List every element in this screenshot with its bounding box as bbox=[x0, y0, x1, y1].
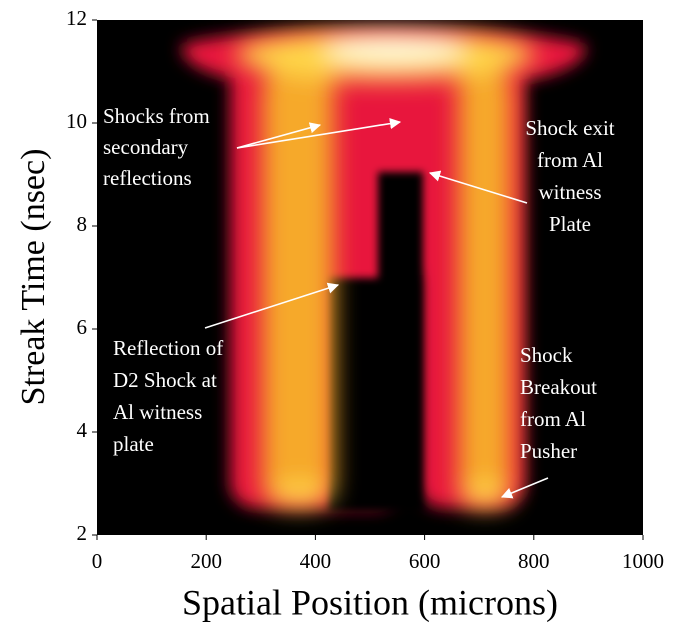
annotation: witness bbox=[539, 180, 602, 204]
x-axis-label: Spatial Position (microns) bbox=[182, 582, 558, 622]
annotation: plate bbox=[113, 432, 154, 456]
y-tick-label: 8 bbox=[77, 212, 88, 236]
annotation: Shocks from bbox=[103, 104, 210, 128]
annotation: reflections bbox=[103, 166, 192, 190]
x-tick-label: 800 bbox=[518, 549, 550, 573]
annotation: Shock exit bbox=[525, 116, 614, 140]
annotation: D2 Shock at bbox=[113, 368, 217, 392]
y-axis-label: Streak Time (nsec) bbox=[15, 149, 52, 406]
annotation: secondary bbox=[103, 135, 189, 159]
x-tick-label: 400 bbox=[300, 549, 332, 573]
x-tick-label: 1000 bbox=[622, 549, 664, 573]
annotation: Pusher bbox=[520, 439, 577, 463]
annotation: Shock bbox=[520, 343, 573, 367]
y-tick-label: 10 bbox=[66, 109, 87, 133]
y-tick-label: 4 bbox=[77, 418, 88, 442]
annotation: Reflection of bbox=[113, 336, 223, 360]
y-tick-label: 6 bbox=[77, 315, 88, 339]
annotation: Al witness bbox=[113, 400, 202, 424]
annotation: Plate bbox=[549, 212, 591, 236]
y-tick-label: 12 bbox=[66, 6, 87, 30]
annotation: Breakout bbox=[520, 375, 597, 399]
x-tick-label: 0 bbox=[92, 549, 103, 573]
y-tick-label: 2 bbox=[77, 521, 88, 545]
x-tick-label: 600 bbox=[409, 549, 441, 573]
x-tick-label: 200 bbox=[190, 549, 222, 573]
annotation: from Al bbox=[537, 148, 603, 172]
chart: Spatial Position (microns) Streak Time (… bbox=[0, 0, 686, 629]
annotation: from Al bbox=[520, 407, 586, 431]
